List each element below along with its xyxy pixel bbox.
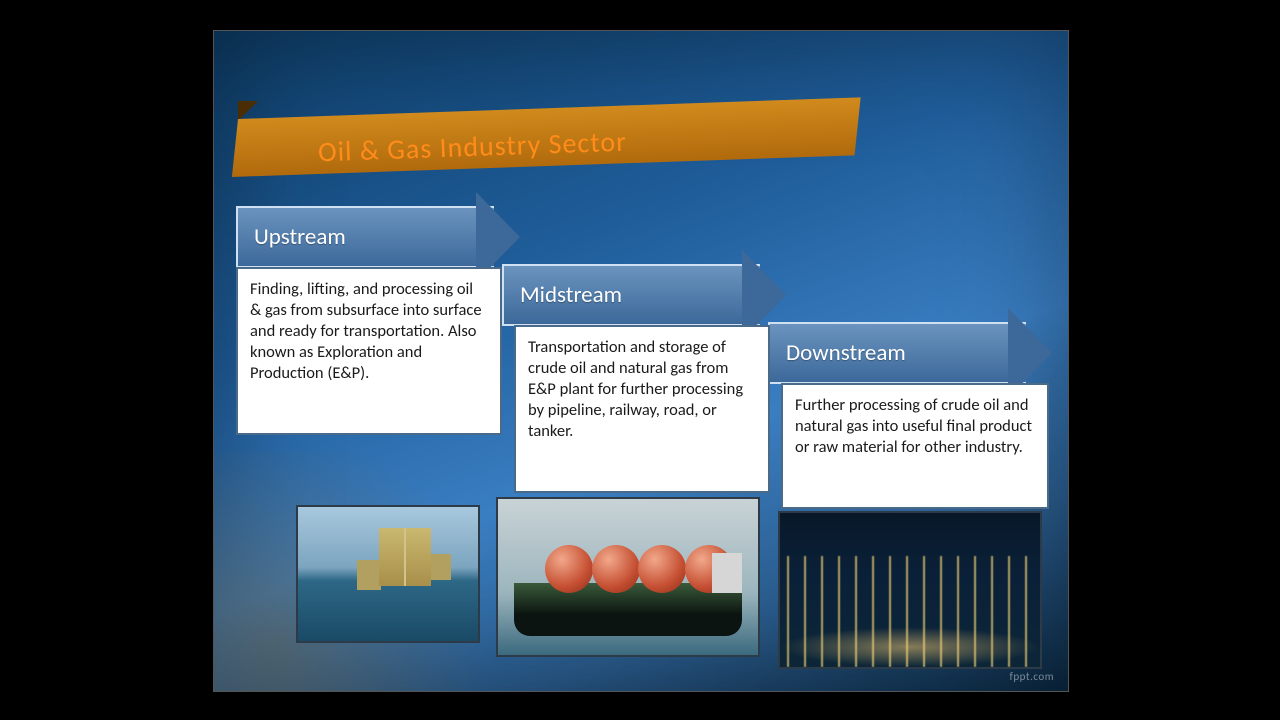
arrow-upstream: Upstream xyxy=(236,206,476,264)
arrow-midstream: Midstream xyxy=(502,264,742,322)
footer-attribution: fppt.com xyxy=(1010,670,1054,683)
arrow-midstream-body: Midstream xyxy=(502,264,760,326)
arrow-upstream-body: Upstream xyxy=(236,206,494,268)
midstream-image-tanker xyxy=(496,497,760,657)
upstream-image-platform xyxy=(296,505,480,643)
arrow-downstream-body: Downstream xyxy=(768,322,1026,384)
downstream-image-refinery xyxy=(778,511,1042,669)
video-stage: Oil & Gas Industry Sector Upstream Midst… xyxy=(160,0,1120,720)
downstream-desc: Further processing of crude oil and natu… xyxy=(781,383,1049,509)
midstream-desc: Transportation and storage of crude oil … xyxy=(514,325,770,493)
tanker-dome xyxy=(638,545,686,593)
tanker-dome xyxy=(545,545,593,593)
upstream-desc: Finding, lifting, and processing oil & g… xyxy=(236,267,502,435)
arrow-upstream-label: Upstream xyxy=(254,223,346,251)
arrow-downstream: Downstream xyxy=(768,322,1008,380)
arrow-downstream-label: Downstream xyxy=(786,339,906,367)
tanker-bridge xyxy=(712,553,742,593)
title-banner: Oil & Gas Industry Sector xyxy=(238,101,858,181)
tanker-dome xyxy=(592,545,640,593)
arrow-midstream-label: Midstream xyxy=(520,281,622,309)
slide: Oil & Gas Industry Sector Upstream Midst… xyxy=(213,30,1069,692)
